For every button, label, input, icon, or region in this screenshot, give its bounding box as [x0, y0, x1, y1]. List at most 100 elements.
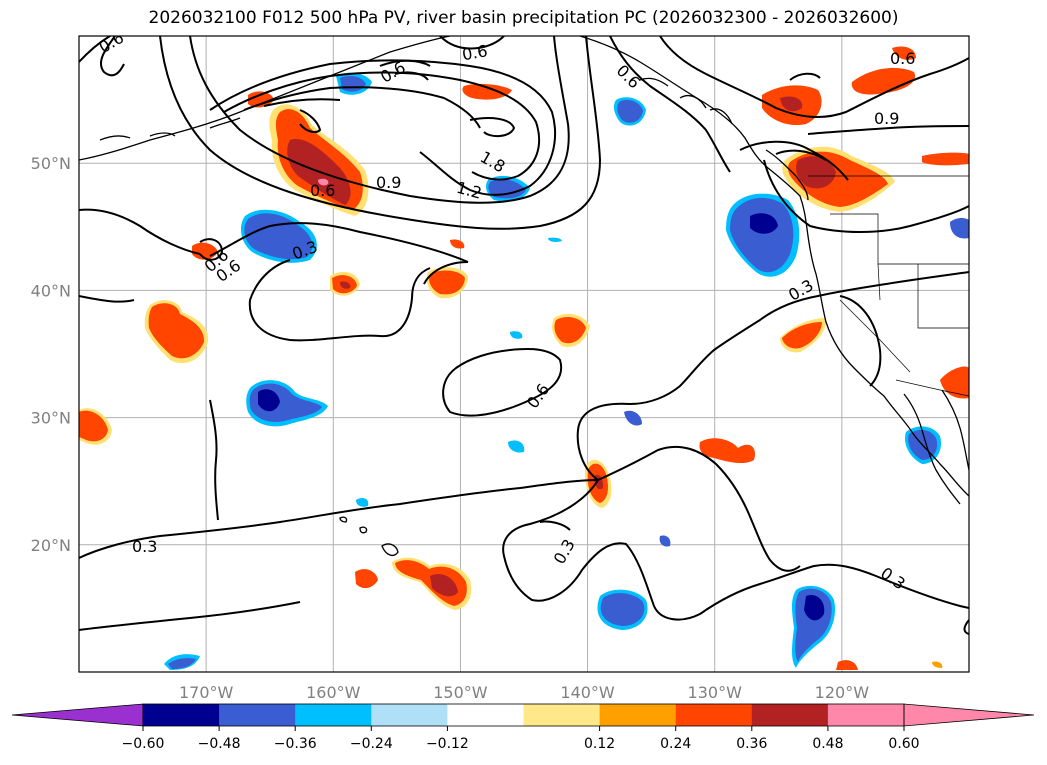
contour-label: 0.3: [132, 537, 157, 556]
colorbar-tick-label: 0.36: [736, 736, 767, 752]
latitude-tick-label: 40°N: [31, 281, 71, 300]
political-borders: [808, 175, 969, 397]
precip-blob: [782, 322, 822, 349]
pv-contour: [223, 71, 541, 181]
precip-blob: [79, 410, 108, 442]
precip-blob: [922, 152, 969, 166]
colorbar-tick-label: −0.60: [122, 736, 165, 752]
colorbar-tick-label: 0.48: [812, 736, 843, 752]
colorbar-frame: [142, 703, 905, 727]
pv-contour: [423, 261, 469, 285]
pv-contour: [79, 208, 201, 255]
longitude-tick-label: 170°W: [179, 683, 234, 702]
contour-label: 0.6: [461, 41, 489, 64]
map-title: 2026032100 F012 500 hPa PV, river basin …: [148, 8, 899, 28]
pv-contour: [442, 348, 563, 417]
pv-contour: [439, 36, 505, 50]
latitude-labels: 20°N 30°N 40°N 50°N: [31, 154, 71, 555]
contour-label: 0.6: [310, 181, 335, 200]
colorbar-bin: [675, 704, 753, 726]
mainland-mexico-coast: [941, 389, 969, 471]
pv-contour: [839, 295, 882, 387]
precip-blob: [600, 593, 645, 626]
pv-contour: [576, 271, 969, 481]
longitude-tick-label: 150°W: [433, 683, 488, 702]
latitude-tick-label: 20°N: [31, 536, 71, 555]
precip-blob: [318, 178, 329, 186]
pv-contour: [963, 619, 969, 635]
pv-contour: [597, 445, 801, 572]
precip-blob: [624, 410, 642, 426]
precip-blob: [355, 569, 378, 589]
precip-blob: [168, 658, 196, 669]
precip-blob: [730, 197, 794, 273]
precip-blob: [258, 389, 280, 412]
pv-contour: [99, 36, 125, 77]
precip-blob: [462, 83, 512, 100]
colorbar-tick-label: −0.12: [426, 736, 469, 752]
colorbar-bin: [371, 704, 448, 726]
precip-blob: [851, 67, 916, 95]
precip-blob: [450, 239, 465, 249]
colorbar-under-extension: [11, 703, 144, 727]
hawaii-island: [381, 543, 399, 557]
precip-blob: [699, 438, 756, 464]
pv-contour: [789, 72, 821, 81]
pv-contour: [739, 140, 849, 181]
longitude-tick-label: 140°W: [560, 683, 615, 702]
pv-contour: [299, 109, 322, 133]
contour-label: 0.9: [376, 173, 401, 192]
precip-blob: [508, 440, 525, 453]
state-border: [877, 263, 969, 329]
precip-blob: [659, 535, 671, 547]
pv-contour: [502, 479, 969, 621]
precip-blob: [548, 237, 562, 242]
precip-blob: [796, 156, 836, 189]
hawaii-island: [359, 526, 368, 534]
colorbar-bin: [751, 704, 829, 726]
longitude-tick-label: 130°W: [688, 683, 743, 702]
pv-contour: [79, 479, 599, 559]
pv-contour: [199, 238, 224, 261]
precip-blob: [430, 573, 458, 597]
colorbar: −0.60 −0.48 −0.36 −0.24 −0.12 0.12 0.24 0.36 0.4…: [11, 703, 1035, 752]
latitude-tick-label: 30°N: [31, 409, 71, 428]
precip-blob: [248, 91, 274, 108]
pv-contour: [659, 36, 969, 118]
pv-contour: [609, 36, 731, 173]
colorbar-tick-label: 0.60: [888, 736, 919, 752]
pv-contour: [209, 59, 556, 196]
precip-blob: [804, 594, 825, 621]
colorbar-tick-label: 0.12: [584, 736, 615, 752]
precip-blob: [836, 660, 858, 670]
precip-blob: [510, 331, 523, 339]
pv-contour: [79, 36, 111, 63]
colorbar-bin: [523, 704, 601, 726]
plot-frame: [78, 35, 970, 673]
precip-negative-shading: [164, 72, 969, 670]
pv-contour: [539, 520, 571, 531]
precip-blob: [950, 218, 969, 239]
colorbar-bin: [447, 704, 524, 726]
longitude-tick-label: 120°W: [815, 683, 870, 702]
pv-contour: [209, 222, 469, 263]
colorbar-tick-label: 0.24: [660, 736, 691, 752]
colorbar-over-extension: [903, 703, 1035, 727]
contour-label: 0.6: [890, 49, 915, 68]
colorbar-bin: [599, 704, 677, 726]
precip-blob: [750, 213, 778, 234]
precip-blob: [340, 281, 351, 289]
colorbar-bin: [143, 704, 220, 726]
aleutian-islands: [99, 117, 241, 141]
pv-contour: [248, 259, 431, 342]
baja-coast: [903, 393, 961, 505]
hawaii-island: [339, 516, 348, 523]
latitude-tick-label: 50°N: [31, 154, 71, 173]
pv-contour: [379, 59, 431, 81]
alaska-peninsula-coast: [79, 36, 451, 161]
pv-contour: [159, 36, 602, 230]
state-border: [839, 299, 911, 373]
vancouver-island: [765, 149, 809, 201]
colorbar-tick-label: −0.36: [274, 736, 317, 752]
